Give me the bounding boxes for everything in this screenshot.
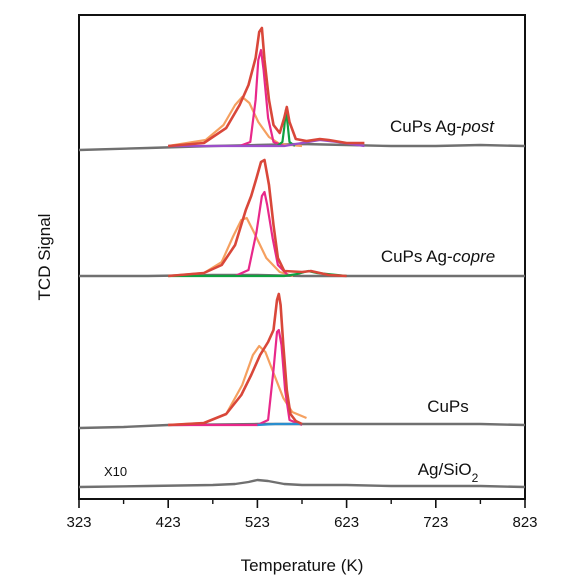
fit-peak-curve — [234, 190, 290, 278]
scale-note-label: X10 — [104, 464, 127, 479]
fit-peak-curve — [239, 48, 285, 148]
measured-curve — [168, 292, 303, 427]
fit-peak-curve — [168, 328, 303, 427]
measured-curve — [168, 158, 347, 278]
fit-peak-curve — [257, 422, 302, 427]
baseline-curve — [79, 273, 525, 278]
fit-peak-curve — [168, 95, 303, 148]
baseline-curve — [78, 422, 526, 430]
x-axis-title: Temperature (K) — [241, 556, 364, 575]
series-labels: CuPs Ag-post CuPs Ag-copre CuPs Ag/SiO2 X10 — [104, 117, 495, 485]
x-axis: 323 423 523 623 723 823 — [66, 499, 538, 531]
x-tick-label: 623 — [334, 514, 359, 531]
x-tick-label: 523 — [245, 514, 270, 531]
x-tick-label: 823 — [512, 514, 537, 531]
x-tick-label: 723 — [423, 514, 448, 531]
x-tick-label: 423 — [156, 514, 181, 531]
series-label: CuPs Ag-copre — [381, 247, 495, 266]
baseline-curve — [78, 478, 526, 489]
x-tick-label: 323 — [66, 514, 91, 531]
series-label: CuPs — [427, 397, 469, 416]
y-axis-title: TCD Signal — [35, 214, 54, 301]
plot-curves — [78, 26, 526, 489]
measured-curve — [168, 26, 365, 148]
series-label: CuPs Ag-post — [390, 117, 495, 136]
series-label: Ag/SiO2 — [418, 460, 479, 485]
